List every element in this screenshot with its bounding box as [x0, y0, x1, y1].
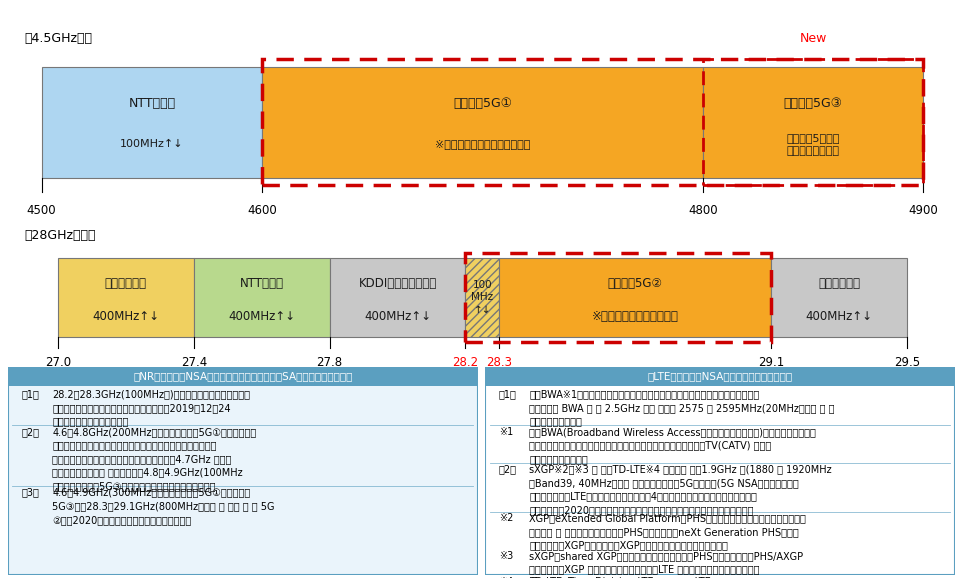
Text: 28.3: 28.3 — [487, 356, 513, 369]
Text: 400MHz↑↓: 400MHz↑↓ — [805, 310, 873, 323]
Text: 地域BWA※1が利用していない、あるいは、近い将来利用する可能性が低い場所に
限り、地域 BWA 用 の 2.5GHz 帯（ 周波数 2575 ～ 2595MH: 地域BWA※1が利用していない、あるいは、近い将来利用する可能性が低い場所に 限… — [530, 390, 835, 427]
Bar — [329, 258, 466, 337]
Text: ＜LTE周波数＞：NSA（ノンスタンドアロン）: ＜LTE周波数＞：NSA（ノンスタンドアロン） — [647, 372, 793, 381]
Text: 27.8: 27.8 — [317, 356, 343, 369]
Bar — [485, 367, 955, 386]
Text: 100
MHz
↑↓: 100 MHz ↑↓ — [471, 280, 493, 315]
Text: ※3: ※3 — [499, 551, 514, 561]
Text: ※衛星通信事業者と要調整: ※衛星通信事業者と要調整 — [591, 310, 679, 323]
Text: ローカル5向けに
技術的検討を開始: ローカル5向けに 技術的検討を開始 — [786, 133, 840, 156]
Bar — [499, 258, 771, 337]
Text: ※4: ※4 — [499, 577, 514, 578]
Text: 400MHz↑↓: 400MHz↑↓ — [92, 310, 159, 323]
Text: 400MHz↑↓: 400MHz↑↓ — [364, 310, 431, 323]
Text: TD-LTE：Time Division-LTE、時分割方式のLTE。上り通信と下り通信を同じ回線
で同時に（交互に） 通信するLTE方式。: TD-LTE：Time Division-LTE、時分割方式のLTE。上り通信と… — [530, 577, 800, 578]
Bar — [262, 66, 703, 177]
Text: 28.2～28.3GHz(100MHz幅)：衛星通信業務等との共用検
討が終わっているこの周波数帯を先行利用、2019年12月24
日に免許申請の受付を開始。: 28.2～28.3GHz(100MHz幅)：衛星通信業務等との共用検 討が終わっ… — [53, 390, 251, 427]
Bar — [466, 253, 771, 342]
Text: 28.2: 28.2 — [452, 356, 478, 369]
Text: 【2】: 【2】 — [499, 464, 516, 474]
Text: ローカル5G②: ローカル5G② — [608, 277, 662, 290]
Bar — [41, 66, 262, 177]
Bar — [58, 258, 194, 337]
Text: 27.0: 27.0 — [45, 356, 71, 369]
Text: 4.6～4.9GHz(300MHz幅、図のローカル5G①とローカル
5G③）、28.3～29.1GHz(800MHz幅、図 の ロー カ ル 5G
②）は202: 4.6～4.9GHz(300MHz幅、図のローカル5G①とローカル 5G③）、2… — [53, 487, 275, 525]
Text: 4900: 4900 — [908, 203, 938, 217]
Text: 29.1: 29.1 — [757, 356, 784, 369]
Text: 4800: 4800 — [688, 203, 717, 217]
Text: ※公共業務用システムと要調整: ※公共業務用システムと要調整 — [435, 139, 530, 149]
Text: 29.5: 29.5 — [894, 356, 920, 369]
Text: sXGP：shared XGP、自営通信向けの規格。自営PHSの後継として、PHS/AXGP
の推進団体「XGP フォーラム」が策定した、LTE ベースの新しい: sXGP：shared XGP、自営通信向けの規格。自営PHSの後継として、PH… — [530, 551, 804, 575]
Bar — [466, 258, 499, 337]
Text: 出典：総務省: 出典：総務省 — [903, 368, 941, 378]
Text: 【1】: 【1】 — [22, 390, 39, 399]
Text: 4600: 4600 — [247, 203, 276, 217]
Bar — [771, 258, 907, 337]
Text: New: New — [800, 32, 827, 45]
Text: NTTドコモ: NTTドコモ — [240, 277, 284, 290]
Bar — [194, 258, 329, 337]
Text: XGP：eXtended Global Platform、PHSをベースにした、モバイルブロードバ
ンド通信 の 規格。以前は、次世代PHSを意味する「neXt: XGP：eXtended Global Platform、PHSをベースにした、… — [530, 513, 806, 550]
Text: ※2: ※2 — [499, 513, 514, 523]
Text: 【4.5GHz帯】: 【4.5GHz帯】 — [24, 32, 92, 45]
Text: 【3】: 【3】 — [22, 487, 39, 498]
Bar — [703, 66, 924, 177]
Text: ローカル5G③: ローカル5G③ — [783, 97, 843, 110]
Text: 4.6～4.8GHz(200MHz幅、図のローカル5G①）では、屋外
利用が困難（干渉問題：公共業務用無線局に割り当てられてい
る等）であるとの結果が明らかとな: 4.6～4.8GHz(200MHz幅、図のローカル5G①）では、屋外 利用が困難… — [53, 427, 256, 491]
Text: 400MHz↑↓: 400MHz↑↓ — [228, 310, 296, 323]
Text: ＜NR周波数＞：NSA（ノンスタンドアロン）、SA（スタンドアロン）: ＜NR周波数＞：NSA（ノンスタンドアロン）、SA（スタンドアロン） — [133, 372, 352, 381]
Text: ※1: ※1 — [499, 427, 514, 437]
Bar — [262, 60, 924, 185]
Text: ローカル5G①: ローカル5G① — [453, 97, 512, 110]
Text: 100MHz↑↓: 100MHz↑↓ — [120, 139, 183, 149]
Text: sXGP※2、※3 で は、TD-LTE※4 方式互換 で、1.9GHz 帯(1880 ～ 1920MHz
（Band39, 40MHz幅）） を使用。ローカル: sXGP※2、※3 で は、TD-LTE※4 方式互換 で、1.9GHz 帯(1… — [530, 464, 832, 515]
Text: 楽天モバイル: 楽天モバイル — [105, 277, 147, 290]
Text: ソフトバンク: ソフトバンク — [818, 277, 860, 290]
Text: 【2】: 【2】 — [22, 427, 39, 437]
Text: 4500: 4500 — [27, 203, 57, 217]
Bar — [8, 367, 478, 386]
Text: 地域BWA(Broadband Wireless Access、広帯域無線アクセス)：市区町村単位で地
域事業者が提供する無線電気通信システムで、主に地元のケー: 地域BWA(Broadband Wireless Access、広帯域無線アクセ… — [530, 427, 816, 464]
Bar — [703, 60, 924, 185]
Text: NTTドコモ: NTTドコモ — [129, 97, 176, 110]
Text: 【28GHz帯等】: 【28GHz帯等】 — [24, 229, 95, 243]
Text: KDDI／沖縄セルラー: KDDI／沖縄セルラー — [358, 277, 437, 290]
Text: 27.4: 27.4 — [180, 356, 207, 369]
Text: 【1】: 【1】 — [499, 390, 516, 399]
